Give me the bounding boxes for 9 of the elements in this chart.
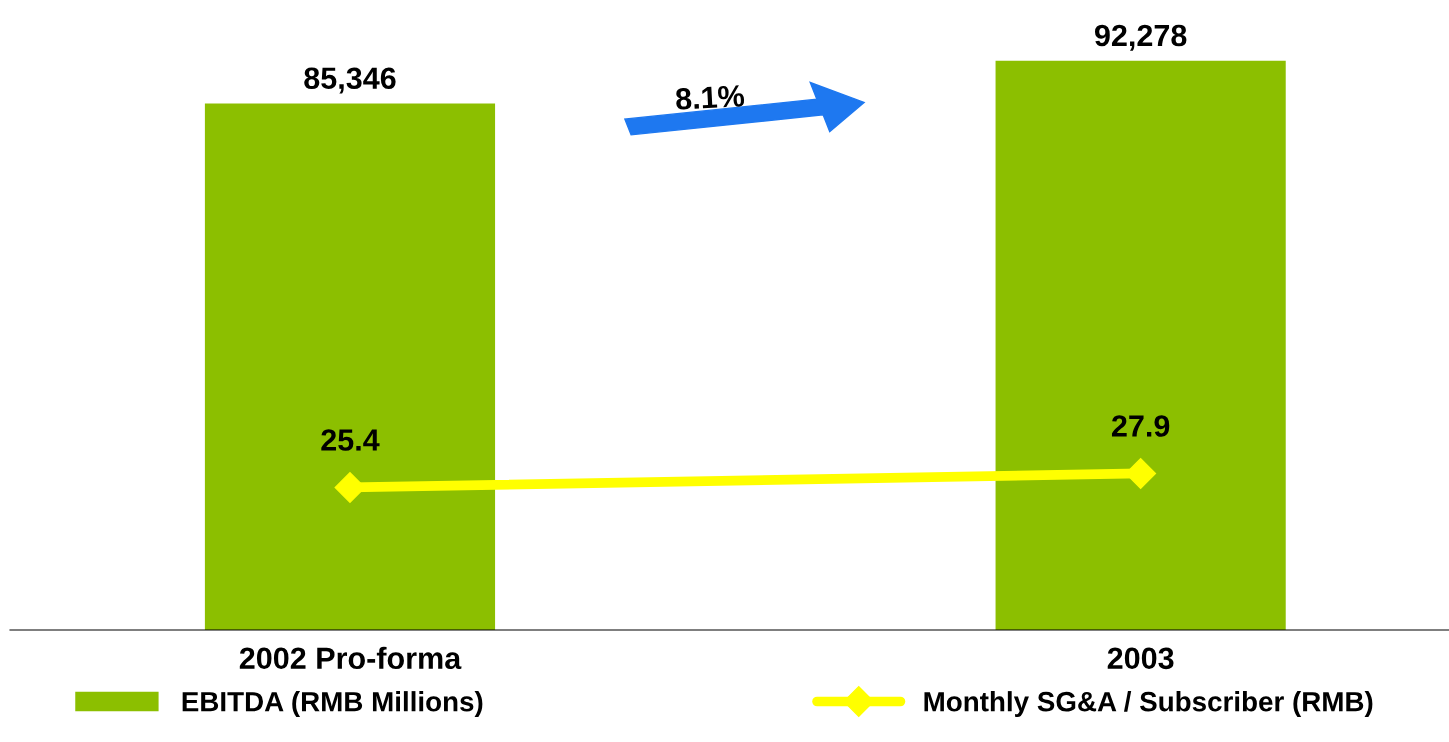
legend-label: EBITDA (RMB Millions) (182, 691, 483, 717)
data-label: 25.4 (321, 429, 380, 451)
x-tick-label: 2002 Pro-forma (239, 646, 462, 670)
annotation: 8.1% (675, 84, 745, 110)
data-label: 92,278 (1094, 24, 1187, 51)
data-label: 85,346 (304, 67, 396, 94)
x-tick-label: 2003 (1107, 647, 1174, 670)
legend-label: Monthly SG&A / Subscriber (RMB) (924, 691, 1373, 717)
data-label: 27.9 (1111, 415, 1170, 437)
